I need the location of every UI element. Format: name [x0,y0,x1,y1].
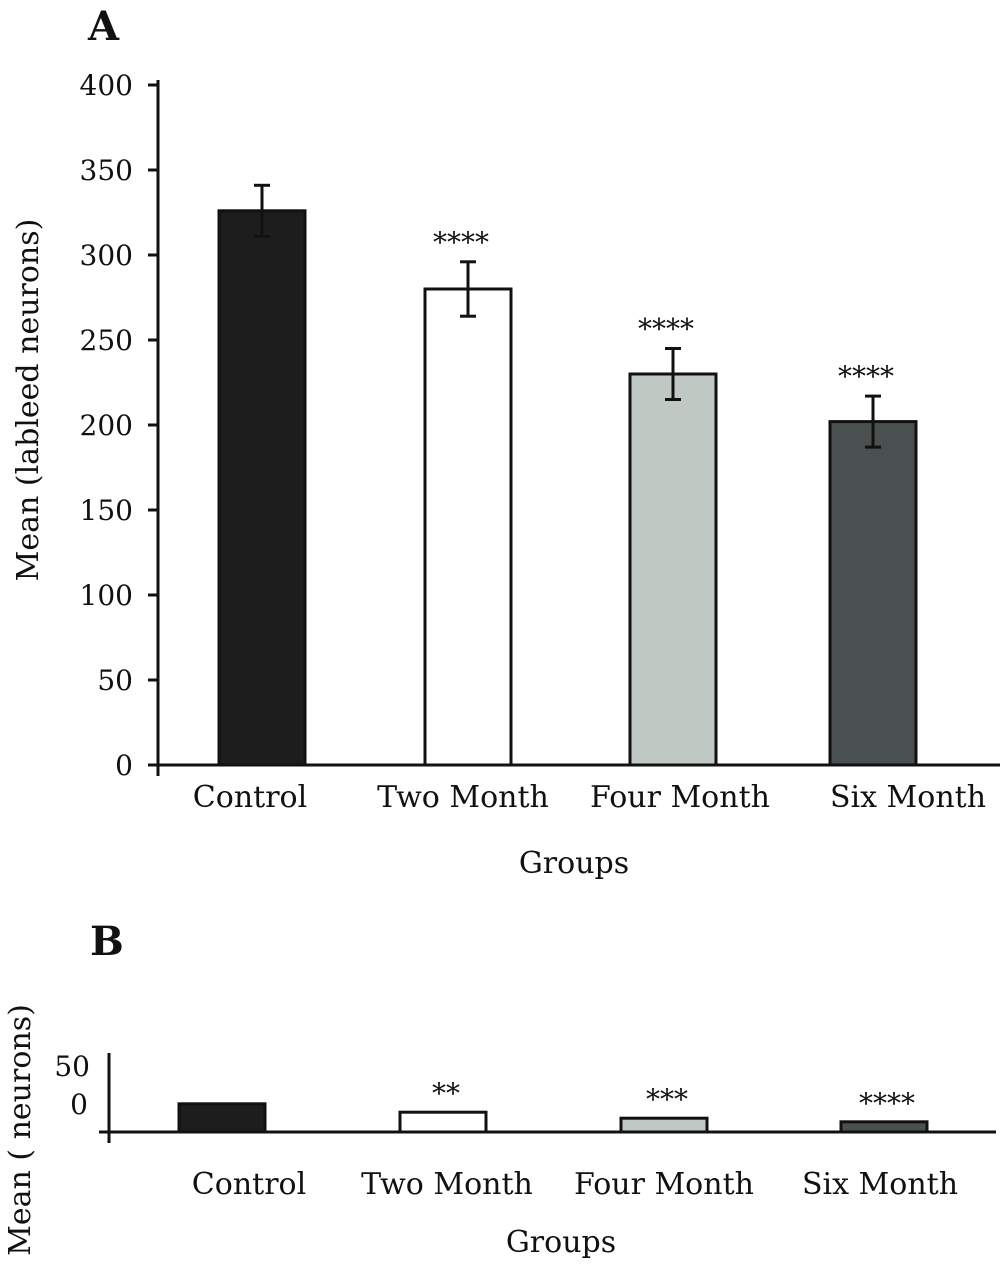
bar [628,372,718,767]
y-tick-label: 0 [70,1088,88,1121]
panel-a-label: A [87,3,120,50]
x-axis-title: Groups [519,846,629,881]
panel-a-chart: A 0 50 100 150 200 250 300 350 400 Control **** Tw… [11,3,1000,881]
x-tick-label: Control [192,1167,306,1202]
x-tick-label: Two Month [377,780,549,815]
significance-label: **** [859,1087,915,1120]
significance-label: **** [838,360,894,393]
y-tick-label: 100 [80,579,133,612]
y-tick-label: 200 [80,409,133,442]
panel-b-chart: B 50 0 Control ** Two Month *** Four Month ***… [3,918,996,1260]
x-axis-title: Groups [506,1225,616,1260]
panel-b-label: B [90,918,124,965]
bar [423,287,513,767]
y-tick-label: 350 [80,154,133,187]
y-tick-label: 300 [80,239,133,272]
bar [398,1110,488,1134]
x-tick-label: Four Month [574,1167,754,1202]
x-tick-label: Four Month [590,780,770,815]
bar [619,1116,709,1134]
y-tick-label: 400 [80,69,133,102]
y-tick-label: 50 [54,1050,90,1083]
x-tick-label: Control [193,780,307,815]
y-tick-label: 250 [80,324,133,357]
x-tick-label: Six Month [830,780,986,815]
y-tick-label: 0 [115,749,133,782]
y-axis-title: Mean ( neurons) [3,1004,38,1256]
y-tick-label: 150 [80,494,133,527]
y-axis-title: Mean (lableed neurons) [11,219,46,582]
significance-label: **** [433,226,489,259]
y-tick-label: 50 [97,664,133,697]
significance-label: **** [638,313,694,346]
x-tick-label: Six Month [802,1167,958,1202]
bar [828,420,918,767]
significance-label: *** [646,1083,688,1116]
significance-label: ** [432,1077,460,1110]
bar [217,209,307,767]
bar [839,1120,929,1134]
bar [177,1102,267,1134]
x-tick-label: Two Month [361,1167,533,1202]
